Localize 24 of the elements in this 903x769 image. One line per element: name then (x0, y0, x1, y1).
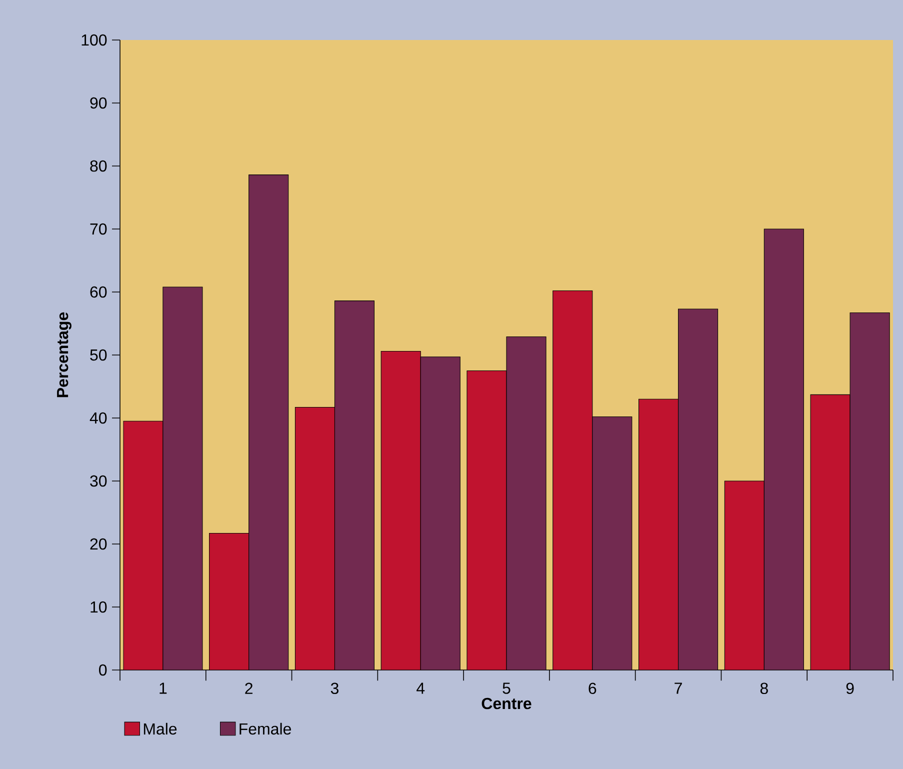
x-tick-label: 3 (330, 682, 338, 694)
x-tick-label: 9 (846, 682, 854, 694)
x-tick-label: 4 (416, 682, 425, 694)
y-axis-title: Percentage (57, 312, 72, 398)
y-tick-label: 30 (90, 475, 107, 487)
y-tick-label: 10 (90, 601, 107, 613)
y-tick-label: 50 (90, 349, 107, 361)
legend-label: Male (144, 722, 177, 735)
x-tick-label: 2 (245, 682, 252, 694)
x-tick-label: 6 (588, 682, 596, 694)
x-axis-title: Centre (482, 698, 532, 710)
y-tick-label: 0 (99, 664, 107, 676)
y-tick-label: 90 (90, 97, 107, 109)
x-tick-label: 8 (760, 682, 768, 694)
y-tick-label: 40 (90, 412, 107, 424)
legend-label: Female (240, 722, 291, 735)
y-tick-label: 60 (90, 286, 107, 298)
y-tick-label: 100 (82, 34, 107, 46)
y-tick-label: 70 (90, 223, 107, 235)
x-tick-label: 5 (502, 682, 510, 694)
y-tick-label: 20 (90, 538, 107, 550)
x-tick-label: 7 (674, 682, 682, 694)
x-tick-label: 1 (160, 682, 167, 694)
y-tick-label: 80 (90, 160, 107, 172)
